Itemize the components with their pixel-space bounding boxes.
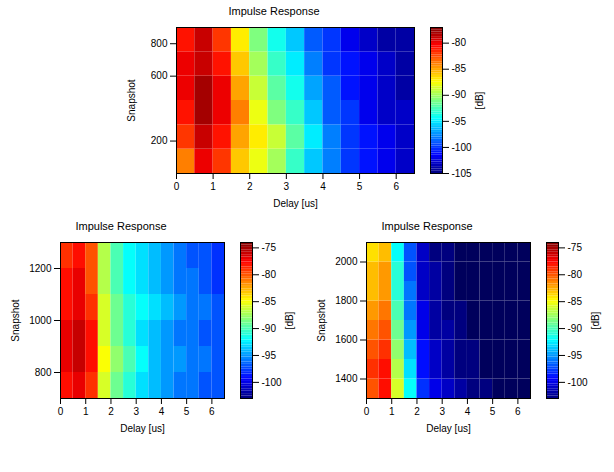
svg-text:2: 2 bbox=[108, 406, 114, 417]
svg-text:[dB]: [dB] bbox=[590, 311, 601, 329]
svg-text:Delay [us]: Delay [us] bbox=[426, 423, 471, 434]
html-text:Impulse Response: Impulse Response bbox=[75, 220, 167, 232]
svg-text:-100: -100 bbox=[262, 377, 282, 388]
svg-text:-95: -95 bbox=[262, 350, 277, 361]
svg-text:1200: 1200 bbox=[29, 263, 52, 274]
svg-text:Snapshot: Snapshot bbox=[10, 299, 21, 341]
svg-text:0: 0 bbox=[364, 406, 370, 417]
svg-text:-85: -85 bbox=[568, 296, 583, 307]
svg-text:6: 6 bbox=[515, 406, 521, 417]
svg-text:Snapshot: Snapshot bbox=[126, 79, 137, 121]
svg-text:800: 800 bbox=[35, 367, 52, 378]
svg-text:[dB]: [dB] bbox=[284, 311, 295, 329]
svg-text:4: 4 bbox=[320, 181, 326, 192]
svg-text:0: 0 bbox=[174, 181, 180, 192]
svg-text:-75: -75 bbox=[568, 242, 583, 253]
svg-text:-80: -80 bbox=[262, 269, 277, 280]
svg-text:-80: -80 bbox=[568, 269, 583, 280]
svg-text:2: 2 bbox=[414, 406, 420, 417]
html-text:Impulse Response: Impulse Response bbox=[228, 5, 320, 17]
svg-text:5: 5 bbox=[184, 406, 190, 417]
svg-text:Delay [us]: Delay [us] bbox=[120, 423, 165, 434]
svg-text:5: 5 bbox=[490, 406, 496, 417]
svg-text:3: 3 bbox=[284, 181, 290, 192]
svg-text:0: 0 bbox=[58, 406, 64, 417]
svg-text:6: 6 bbox=[393, 181, 399, 192]
svg-text:3: 3 bbox=[439, 406, 445, 417]
svg-text:600: 600 bbox=[151, 70, 168, 81]
svg-text:-105: -105 bbox=[452, 168, 472, 179]
svg-text:1600: 1600 bbox=[335, 334, 358, 345]
svg-text:-85: -85 bbox=[262, 296, 277, 307]
svg-text:-75: -75 bbox=[262, 242, 277, 253]
svg-text:1000: 1000 bbox=[29, 315, 52, 326]
svg-text:6: 6 bbox=[209, 406, 215, 417]
svg-text:200: 200 bbox=[151, 135, 168, 146]
svg-text:1: 1 bbox=[83, 406, 89, 417]
svg-text:5: 5 bbox=[357, 181, 363, 192]
svg-text:-80: -80 bbox=[452, 37, 467, 48]
html-text:Impulse Response: Impulse Response bbox=[381, 220, 473, 232]
svg-text:-90: -90 bbox=[568, 323, 583, 334]
svg-text:1: 1 bbox=[389, 406, 395, 417]
svg-text:2: 2 bbox=[247, 181, 253, 192]
svg-text:1: 1 bbox=[210, 181, 216, 192]
svg-text:4: 4 bbox=[465, 406, 471, 417]
svg-text:-95: -95 bbox=[568, 350, 583, 361]
svg-text:3: 3 bbox=[133, 406, 139, 417]
svg-text:-90: -90 bbox=[452, 89, 467, 100]
svg-text:800: 800 bbox=[151, 38, 168, 49]
svg-text:-90: -90 bbox=[262, 323, 277, 334]
svg-text:2000: 2000 bbox=[335, 256, 358, 267]
svg-text:-95: -95 bbox=[452, 116, 467, 127]
svg-text:-100: -100 bbox=[452, 142, 472, 153]
svg-text:Delay [us]: Delay [us] bbox=[273, 198, 318, 209]
svg-text:-100: -100 bbox=[568, 377, 588, 388]
svg-text:1800: 1800 bbox=[335, 295, 358, 306]
svg-text:[dB]: [dB] bbox=[474, 91, 485, 109]
svg-text:Snapshot: Snapshot bbox=[316, 299, 327, 341]
svg-text:1400: 1400 bbox=[335, 373, 358, 384]
svg-text:4: 4 bbox=[159, 406, 165, 417]
svg-text:-85: -85 bbox=[452, 63, 467, 74]
